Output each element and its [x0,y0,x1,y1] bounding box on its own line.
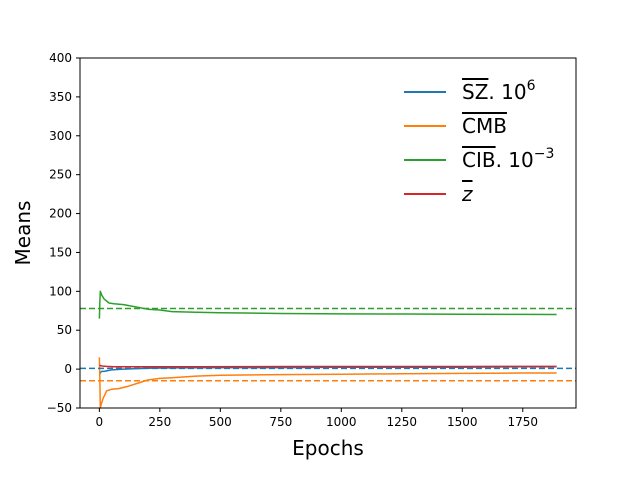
legend-label-2: CIB. 10−3 [462,146,554,172]
legend-label-3: z [461,182,473,206]
y-tick-label-6: 250 [49,168,72,182]
series-line-3 [99,364,557,368]
y-tick-label-5: 200 [49,207,72,221]
x-axis-ticks: 0 250 500 750 1000 1250 1500 1750 [96,408,538,429]
y-tick-label-3: 100 [49,284,72,298]
legend: SZ. 106 CMB CIB. 10−3 z [404,78,554,206]
y-tick-label-8: 350 [49,90,72,104]
plot-frame [79,57,577,409]
x-tick-label-5: 1250 [387,415,418,429]
y-axis-ticks: −50 0 50 100 150 200 250 300 350 400 [47,51,80,415]
x-tick-label-1: 250 [148,415,171,429]
y-tick-label-9: 400 [49,51,72,65]
y-tick-label-2: 50 [57,323,72,337]
legend-label-0: SZ. 106 [462,78,536,104]
y-tick-label-7: 300 [49,129,72,143]
x-tick-label-0: 0 [96,415,104,429]
x-tick-label-2: 500 [209,415,232,429]
y-tick-label-1: 0 [64,362,72,376]
y-tick-label-4: 150 [49,245,72,259]
reference-lines [80,307,576,382]
x-axis-label: Epochs [292,436,364,460]
x-tick-label-4: 1000 [326,415,357,429]
series-line-1 [98,357,557,409]
y-tick-label-0: −50 [47,401,72,415]
plot-background [80,58,576,408]
legend-label-1: CMB [462,114,507,138]
x-tick-label-6: 1500 [447,415,478,429]
y-axis-label: Means [11,201,35,266]
x-tick-label-7: 1750 [507,415,538,429]
series-line-2 [98,290,557,319]
x-tick-label-3: 750 [269,415,292,429]
